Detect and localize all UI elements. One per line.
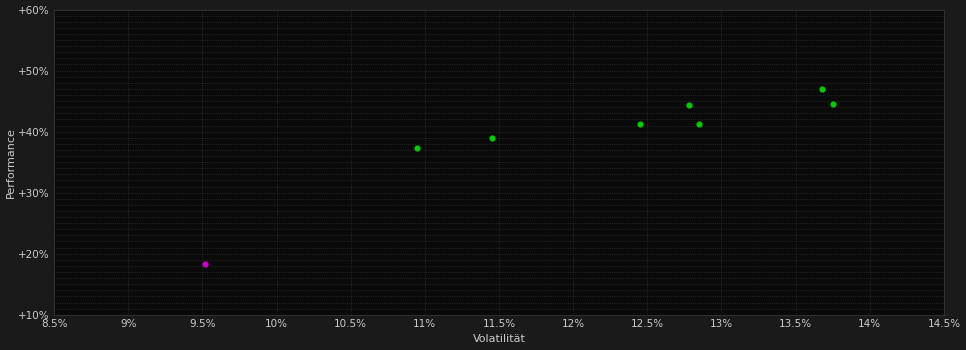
X-axis label: Volatilität: Volatilität — [472, 335, 526, 344]
Point — [632, 121, 647, 126]
Point — [410, 145, 425, 151]
Point — [681, 102, 696, 107]
Point — [198, 261, 213, 267]
Point — [484, 135, 499, 141]
Point — [692, 121, 707, 126]
Point — [825, 102, 840, 107]
Point — [814, 86, 830, 92]
Y-axis label: Performance: Performance — [6, 127, 15, 198]
